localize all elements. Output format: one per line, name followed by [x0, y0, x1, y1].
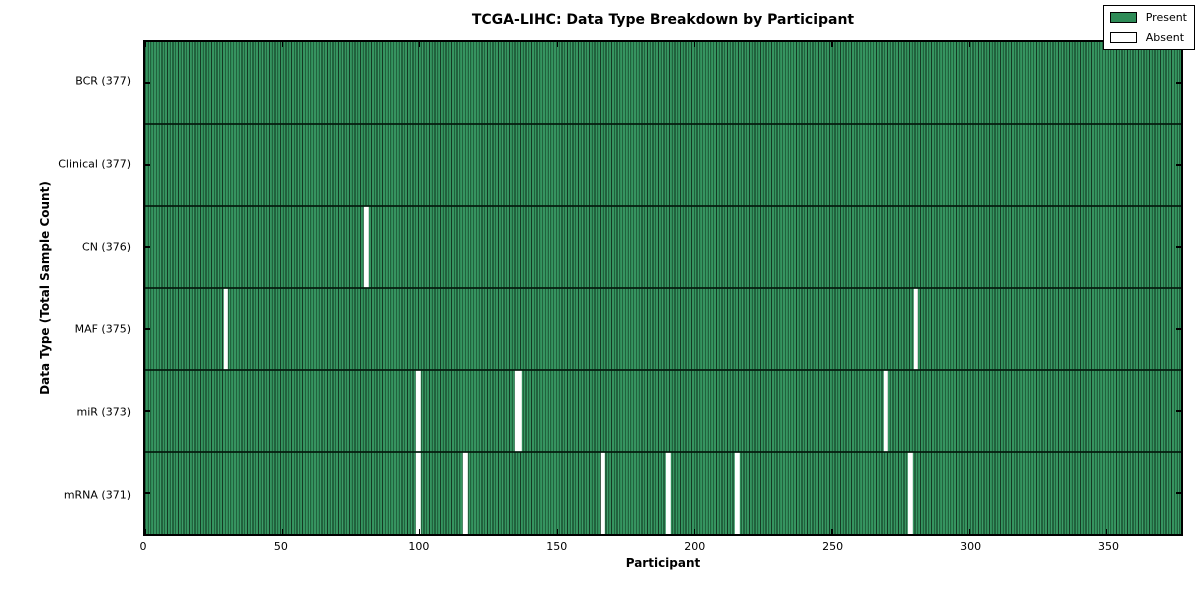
ytick-label-Clinical: Clinical (377): [58, 157, 131, 171]
x-tick-mark: [1106, 529, 1108, 534]
absent-gap-miR-135: [515, 370, 520, 452]
absent-gap-mRNA-278: [908, 452, 913, 534]
y-tick-mark: [1176, 82, 1181, 84]
xtick-label-300: 300: [960, 540, 982, 553]
x-tick-mark: [281, 42, 284, 47]
x-axis-title: Participant: [625, 556, 701, 570]
xtick-label-250: 250: [822, 540, 844, 553]
y-tick-mark: [145, 164, 150, 166]
y-tick-mark: [1176, 410, 1181, 412]
legend-entry-absent: Absent: [1109, 31, 1187, 44]
absent-gap-CN-80: [364, 206, 369, 288]
xtick-label-50: 50: [273, 540, 288, 553]
x-tick-mark: [968, 529, 971, 534]
heatmap-plot-area: [143, 40, 1183, 536]
x-tick-mark: [556, 529, 558, 534]
x-tick-mark: [831, 529, 833, 534]
xtick-label-0: 0: [139, 540, 147, 553]
y-tick-mark: [1176, 328, 1181, 330]
ytick-label-miR: miR (373): [76, 405, 132, 419]
x-tick-mark: [968, 42, 971, 47]
legend-label-present: Present: [1145, 11, 1187, 24]
y-tick-mark: [145, 246, 150, 248]
absent-gap-mRNA-190: [666, 452, 671, 534]
xtick-label-150: 150: [546, 540, 568, 553]
x-tick-mark: [281, 529, 284, 534]
x-tick-mark: [693, 42, 696, 47]
xtick-label-200: 200: [684, 540, 706, 553]
y-tick-mark: [1176, 246, 1181, 248]
absent-gap-mRNA-215: [734, 452, 740, 534]
absent-swatch-icon: [1109, 32, 1137, 43]
y-axis-tick-labels: BCR (377) Clinical (377) CN (376) MAF (375)…: [0, 40, 137, 536]
absent-gap-mRNA-99: [416, 452, 421, 534]
absent-gap-miR-136: [517, 370, 523, 452]
x-tick-mark: [419, 529, 421, 534]
x-axis-tick-labels: 0 50 100 150 200 250 300 350: [139, 540, 1183, 554]
absent-gap-MAF-280: [913, 288, 919, 370]
x-tick-mark: [693, 529, 696, 534]
xtick-label-100: 100: [408, 540, 430, 553]
row-separator: [145, 123, 1181, 125]
y-tick-mark: [1176, 492, 1181, 494]
absent-gap-MAF-29: [223, 288, 229, 370]
y-tick-mark: [145, 410, 150, 412]
row-separator: [145, 287, 1181, 289]
legend-entry-present: Present: [1109, 11, 1187, 24]
absent-gap-miR-99: [416, 370, 421, 452]
legend-label-absent: Absent: [1145, 31, 1185, 44]
x-tick-mark: [145, 42, 146, 47]
present-swatch-icon: [1109, 12, 1137, 23]
absent-gap-mRNA-166: [600, 452, 605, 534]
legend: Present Absent: [1102, 5, 1195, 50]
absent-gap-mRNA-116: [462, 452, 468, 534]
ytick-label-MAF: MAF (375): [74, 322, 131, 336]
y-tick-mark: [145, 492, 150, 494]
x-tick-mark: [831, 42, 833, 47]
row-separator: [145, 205, 1181, 207]
chart-title: TCGA-LIHC: Data Type Breakdown by Partic…: [471, 12, 855, 28]
x-tick-mark: [419, 42, 421, 47]
absent-gap-miR-269: [883, 370, 888, 452]
x-tick-mark: [145, 529, 146, 534]
x-tick-mark: [556, 42, 558, 47]
ytick-label-BCR: BCR (377): [75, 74, 131, 88]
row-separator: [145, 369, 1181, 371]
y-tick-mark: [145, 82, 150, 84]
xtick-label-350: 350: [1098, 540, 1120, 553]
y-tick-mark: [145, 328, 150, 330]
row-separator: [145, 451, 1181, 453]
ytick-label-mRNA: mRNA (371): [63, 488, 131, 502]
y-tick-mark: [1176, 164, 1181, 166]
ytick-label-CN: CN (376): [82, 240, 131, 254]
